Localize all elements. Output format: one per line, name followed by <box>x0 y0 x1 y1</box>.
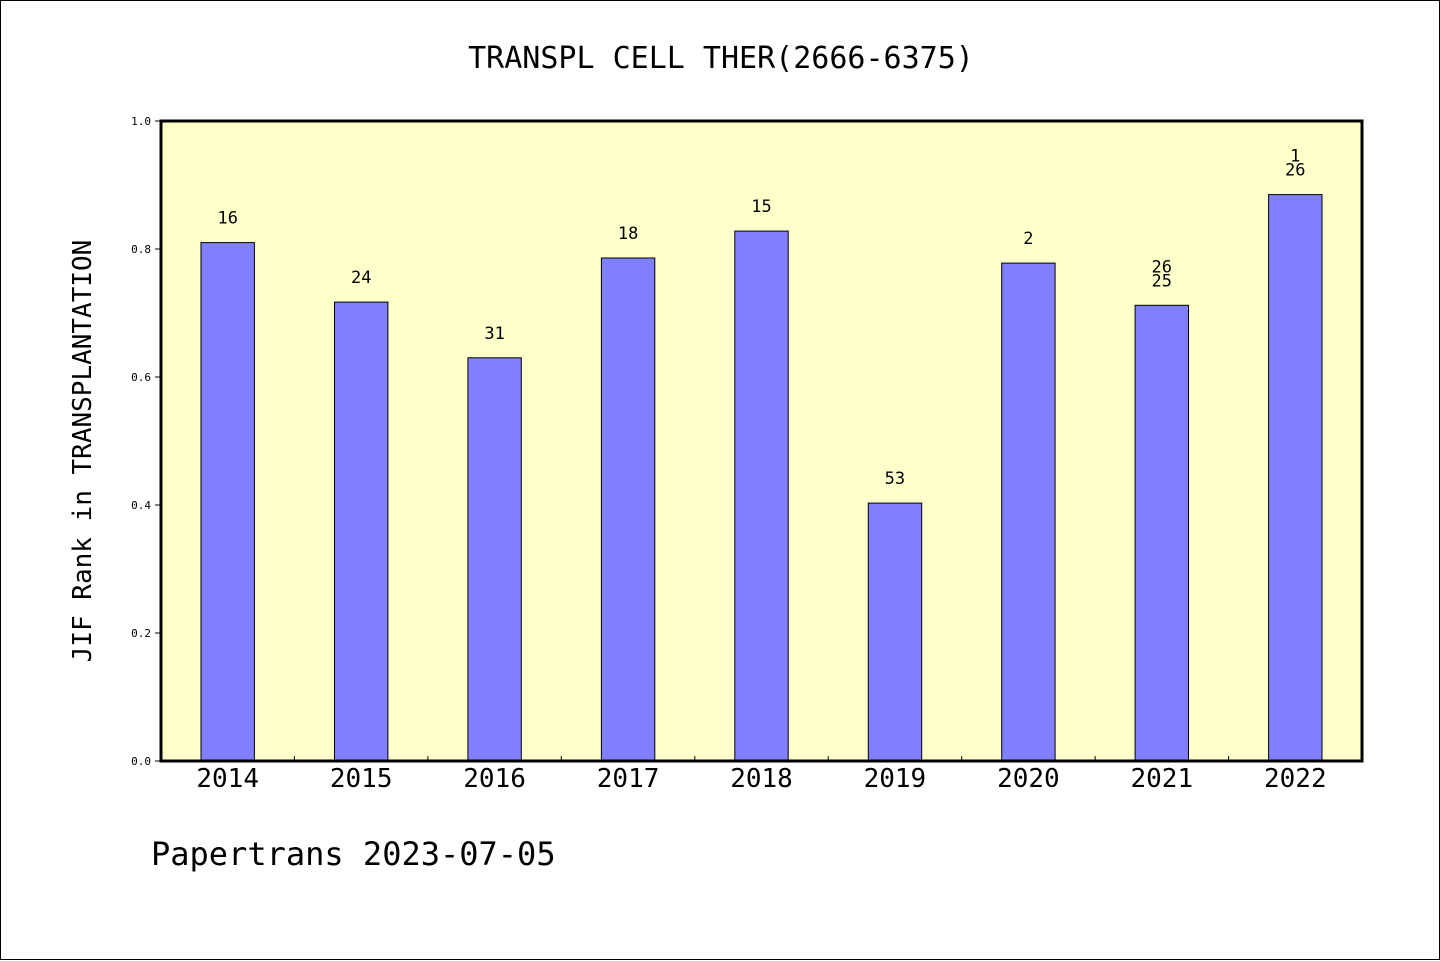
bar-2019 <box>867 502 923 762</box>
bar-label-2022-2: 26 <box>1285 161 1305 181</box>
bar-label-2017: 18 <box>618 224 638 244</box>
bar-label-2016: 31 <box>484 324 504 344</box>
x-tick-label-2019: 2019 <box>864 764 927 794</box>
y-tick-label-1.0: 1.0 <box>131 115 151 128</box>
x-tick-label-2016: 2016 <box>463 764 526 794</box>
y-tick-label-0.2: 0.2 <box>131 627 151 640</box>
bar-label-2019: 53 <box>885 469 905 489</box>
y-ticks: 0.0 0.2 0.4 0.6 0.8 1.0 <box>131 115 161 768</box>
y-tick-label-0.8: 0.8 <box>131 243 151 256</box>
x-tick-label-2020: 2020 <box>997 764 1060 794</box>
bar-2018 <box>734 230 789 762</box>
bar-label-2014: 16 <box>217 209 237 229</box>
bar-label-2018: 15 <box>751 197 771 217</box>
plot-border <box>159 119 1364 763</box>
bar-label-2021-2: 25 <box>1152 271 1172 291</box>
x-tick-label-2018: 2018 <box>730 764 793 794</box>
bar-label-2015: 24 <box>351 268 371 288</box>
bar-2022 <box>1268 194 1323 762</box>
y-tick-label-0.4: 0.4 <box>131 499 151 512</box>
x-tick-label-2017: 2017 <box>597 764 660 794</box>
bar-2020 <box>1001 262 1056 762</box>
bar-2015 <box>334 301 389 762</box>
bar-2017 <box>600 257 656 762</box>
y-axis-label: JIF Rank in TRANSPLANTATION <box>68 240 98 663</box>
footer-text: Papertrans 2023-07-05 <box>151 835 556 873</box>
bar-2016 <box>467 357 522 762</box>
y-tick-label-0.6: 0.6 <box>131 371 151 384</box>
bar-2021 <box>1134 304 1189 762</box>
bar-label-2022-1: 1 <box>1290 147 1300 167</box>
chart-title: TRANSPL CELL THER(2666-6375) <box>468 41 974 76</box>
x-tick-label-2015: 2015 <box>330 764 393 794</box>
x-tick-label-2014: 2014 <box>196 764 259 794</box>
bars <box>200 194 1323 762</box>
bar-label-2020: 2 <box>1023 229 1033 249</box>
bar-2014 <box>200 242 255 762</box>
x-ticks: 2014 2015 2016 2017 2018 2019 2020 2021 2022 <box>196 756 1327 794</box>
bar-label-2021-1: 26 <box>1152 257 1172 277</box>
x-tick-label-2022: 2022 <box>1264 764 1327 794</box>
x-tick-label-2021: 2021 <box>1130 764 1193 794</box>
y-tick-label-0.0: 0.0 <box>131 755 151 768</box>
